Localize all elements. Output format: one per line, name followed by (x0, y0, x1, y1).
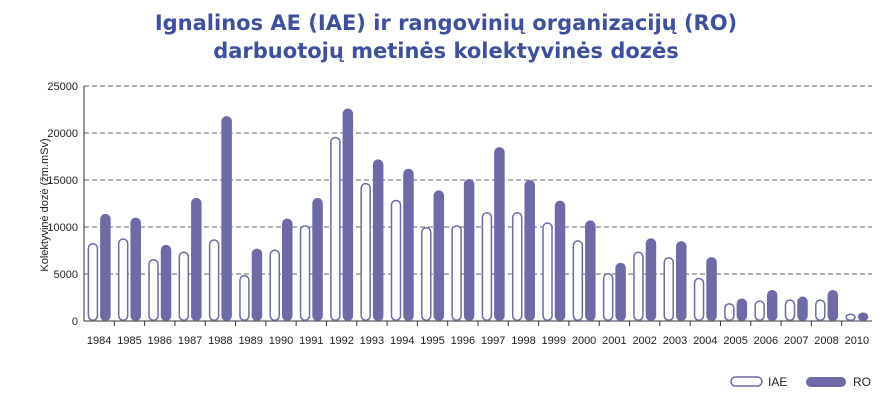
bar-iae-1992 (330, 136, 341, 321)
chart-title: Ignalinos AE (IAE) ir rangovinių organiz… (155, 11, 737, 35)
chart-subtitle: darbuotojų metinės kolektyvinės dozės (213, 39, 679, 63)
legend-ro-label: RO (853, 375, 871, 389)
x-tick-label: 1997 (481, 335, 505, 347)
legend-iae-label: IAE (768, 375, 787, 389)
x-tick-label: 1991 (299, 335, 323, 347)
bar-ro-1988 (221, 116, 232, 321)
bar-ro-1994 (403, 168, 414, 321)
bar-ro-1999 (554, 200, 566, 321)
bar-iae-2000 (572, 240, 584, 321)
bar-iae-2006 (754, 300, 765, 322)
x-tick-label: 1995 (420, 335, 444, 347)
bar-iae-1991 (299, 225, 311, 321)
bar-ro-1992 (342, 108, 354, 321)
x-tick-label: 1999 (542, 335, 566, 347)
x-tick-label: 2004 (693, 335, 717, 347)
bar-ro-2006 (766, 289, 778, 321)
legend: IAE RO (730, 375, 871, 389)
bar-iae-1999 (542, 222, 553, 321)
bar-ro-2002 (645, 238, 657, 321)
bar-iae-1984 (87, 242, 99, 321)
bar-ro-2005 (736, 298, 748, 321)
bar-iae-1994 (390, 199, 402, 322)
bar-ro-1993 (372, 159, 384, 321)
bar-iae-2010 (845, 313, 856, 322)
bar-ro-2003 (676, 241, 687, 321)
y-axis-label: Kolektyvinė dozė (žm.mSv) (39, 138, 51, 271)
bar-ro-1990 (282, 218, 293, 321)
bar-ro-2010 (857, 312, 869, 321)
x-tick-label: 2002 (632, 335, 656, 347)
bar-iae-1996 (451, 225, 462, 321)
bar-iae-1987 (178, 251, 190, 321)
x-tick-label: 2010 (845, 335, 869, 347)
x-tick-label: 2000 (572, 335, 596, 347)
x-tick-labels: 1984 1985 1986 1987 1988 1989 1990 1991 1992 1993… (87, 335, 869, 347)
bar-ro-2007 (797, 296, 808, 321)
legend-iae-swatch (730, 376, 763, 387)
bar-ro-2004 (706, 257, 717, 321)
bar-iae-2001 (602, 273, 614, 321)
legend-ro-swatch (806, 377, 846, 387)
bars (87, 108, 869, 322)
bar-ro-1997 (494, 147, 505, 321)
bar-iae-1988 (208, 239, 220, 321)
bar-ro-2008 (827, 289, 839, 321)
x-tick-label: 2005 (723, 335, 747, 347)
x-tick-label: 1986 (148, 335, 172, 347)
x-tick-label: 1992 (329, 335, 353, 347)
bar-ro-1984 (100, 213, 111, 321)
bar-iae-2005 (724, 303, 735, 322)
bar-iae-1990 (269, 249, 280, 321)
bar-ro-1996 (463, 179, 475, 321)
bar-iae-2007 (784, 299, 796, 322)
bar-iae-2003 (663, 257, 674, 321)
bar-iae-1993 (360, 182, 371, 321)
bar-iae-1985 (117, 238, 129, 321)
bar-ro-1989 (251, 248, 263, 321)
bar-iae-1989 (239, 274, 250, 322)
x-tick-label: 1990 (269, 335, 293, 347)
bar-ro-1991 (312, 197, 323, 321)
x-tick-label: 1993 (360, 335, 384, 347)
x-tick-label: 1987 (178, 335, 202, 347)
x-tick-label: 1998 (511, 335, 535, 347)
y-tick-label: 25000 (47, 81, 78, 93)
x-tick-label: 1984 (87, 335, 111, 347)
bar-ro-1987 (191, 197, 202, 321)
bar-iae-1997 (481, 211, 493, 322)
bar-iae-1986 (148, 258, 159, 321)
y-tick-label: 20000 (47, 128, 78, 140)
y-tick-label: 0 (72, 316, 78, 328)
x-tick-label: 2003 (663, 335, 687, 347)
axes (83, 86, 872, 326)
bar-iae-1998 (511, 211, 523, 322)
bar-iae-2008 (815, 299, 826, 322)
bar-iae-2004 (693, 277, 705, 322)
x-tick-label: 1996 (451, 335, 475, 347)
y-tick-label: 5000 (54, 269, 78, 281)
x-tick-label: 1989 (238, 335, 262, 347)
x-tick-label: 2007 (784, 335, 808, 347)
bar-ro-1998 (524, 180, 535, 321)
x-tick-label: 2006 (754, 335, 778, 347)
y-tick-labels: 0 5000 10000 15000 20000 25000 (47, 81, 78, 328)
x-tick-label: 1994 (390, 335, 414, 347)
x-tick-label: 1985 (117, 335, 141, 347)
bar-ro-2000 (585, 220, 596, 321)
bar-ro-1995 (433, 190, 445, 321)
bar-ro-2001 (615, 262, 626, 321)
bar-iae-2002 (633, 251, 644, 321)
gridlines (84, 85, 872, 275)
x-tick-label: 2001 (602, 335, 626, 347)
y-tick-label: 10000 (47, 222, 78, 234)
bar-ro-1985 (130, 217, 141, 321)
bar-ro-1986 (160, 244, 172, 321)
bar-iae-1995 (421, 227, 432, 321)
y-tick-label: 15000 (47, 175, 78, 187)
x-tick-label: 2008 (814, 335, 838, 347)
x-tick-label: 1988 (208, 335, 232, 347)
